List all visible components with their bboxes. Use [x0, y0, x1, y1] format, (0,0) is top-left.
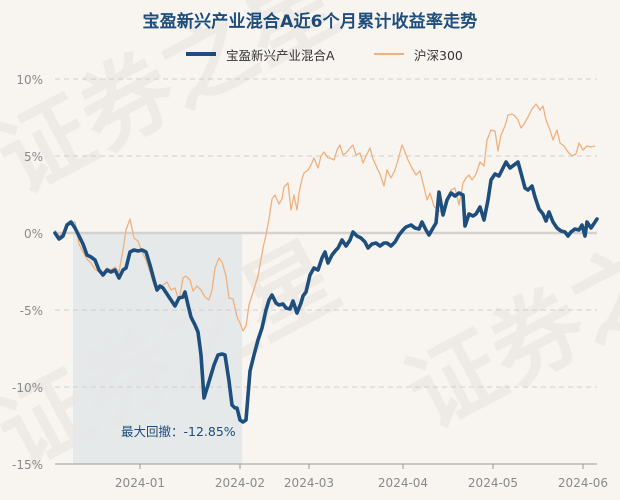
legend-item-fund[interactable]: 宝盈新兴产业混合A	[186, 44, 335, 64]
y-tick-label: -15%	[12, 458, 43, 472]
legend-item-hs300[interactable]: 沪深300	[374, 44, 463, 64]
y-tick-label: 5%	[24, 150, 43, 164]
x-tick-label: 2024-01	[115, 476, 165, 490]
x-axis-labels: 2024-01 2024-02 2024-03 2024-04 2024-05 …	[115, 476, 608, 490]
y-tick-label: -10%	[12, 381, 43, 395]
y-tick-label: -5%	[20, 304, 43, 318]
y-tick-label: 0%	[24, 227, 43, 241]
legend-label-hs300: 沪深300	[414, 47, 463, 63]
y-tick-label: 10%	[16, 73, 43, 87]
legend-swatch-fund	[186, 52, 216, 56]
x-tick-label: 2024-06	[558, 476, 608, 490]
watermark-text-top: 证券之星	[0, 0, 355, 214]
x-tick-label: 2024-05	[468, 476, 518, 490]
x-tick-label: 2024-03	[284, 476, 334, 490]
chart-title: 宝盈新兴产业混合A近6个月累计收益率走势	[142, 12, 478, 32]
legend: 宝盈新兴产业混合A 沪深300	[0, 44, 620, 64]
y-axis-labels: 10% 5% 0% -5% -10% -15%	[12, 73, 43, 472]
x-tick-label: 2024-04	[378, 476, 428, 490]
legend-label-fund: 宝盈新兴产业混合A	[226, 47, 335, 63]
legend-swatch-hs300	[374, 53, 404, 55]
series-line-fund[interactable]	[53, 160, 599, 424]
x-axis-ticks	[139, 464, 584, 469]
x-tick-label: 2024-02	[215, 476, 265, 490]
max-drawdown-label: 最大回撤：-12.85%	[121, 424, 236, 439]
